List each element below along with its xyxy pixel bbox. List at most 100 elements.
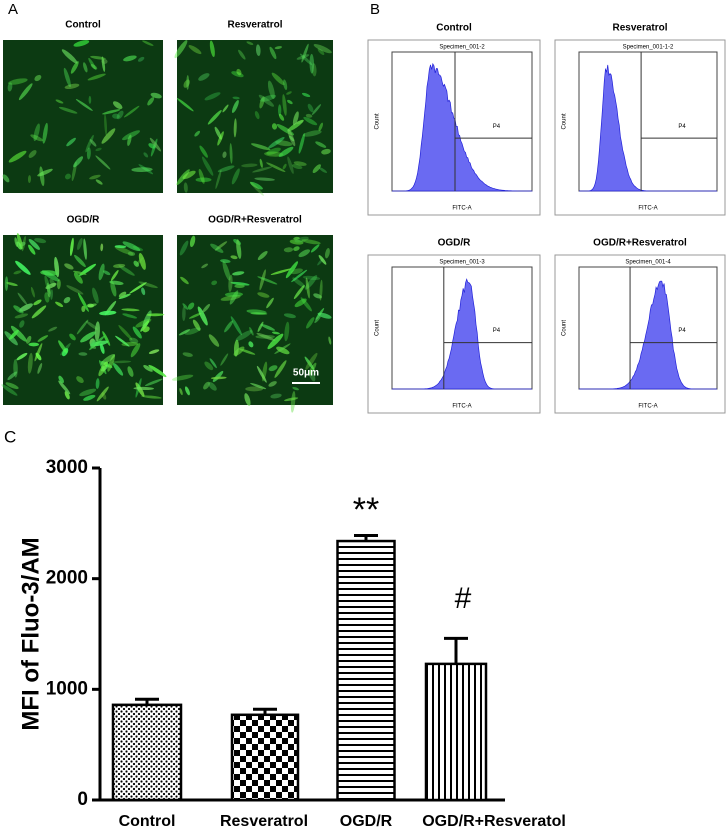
cell — [143, 365, 153, 372]
cell — [313, 44, 332, 54]
histogram — [392, 62, 533, 192]
cell — [37, 362, 43, 374]
cell — [73, 40, 90, 47]
cell — [135, 318, 152, 328]
cell — [189, 235, 196, 248]
cell — [137, 56, 145, 62]
cell — [208, 334, 220, 347]
cell — [56, 279, 61, 290]
panel-label: C — [4, 427, 16, 446]
cell — [220, 259, 231, 263]
image-title: Resveratrol — [227, 20, 282, 31]
cell — [58, 375, 64, 384]
cell — [101, 58, 108, 64]
cell — [92, 287, 99, 304]
cell — [321, 148, 331, 155]
bar — [424, 662, 488, 802]
cell — [286, 91, 292, 95]
cell — [293, 161, 307, 166]
plot-title: OGD/R — [438, 238, 472, 249]
cell — [110, 269, 119, 281]
cell — [129, 282, 147, 294]
cell — [271, 72, 285, 86]
plot-title: Resveratrol — [612, 23, 667, 34]
cell — [50, 289, 53, 300]
error-bar — [444, 636, 468, 664]
cell — [180, 276, 189, 285]
error-bar — [253, 707, 277, 715]
cell — [101, 392, 107, 400]
histogram — [392, 278, 532, 390]
cell — [315, 141, 327, 148]
cell — [150, 92, 162, 99]
cell — [171, 374, 194, 381]
cell — [83, 62, 88, 73]
cell — [112, 363, 124, 376]
micrograph — [171, 235, 333, 413]
cell — [8, 78, 28, 85]
cell — [241, 163, 258, 168]
cell — [115, 335, 130, 347]
cell — [73, 272, 83, 284]
cell — [303, 116, 318, 126]
cell — [259, 94, 277, 102]
cell — [239, 348, 256, 355]
cell — [293, 236, 300, 240]
cell — [31, 305, 47, 319]
cell — [267, 80, 275, 100]
cell — [102, 270, 111, 276]
y-tick-label: 1000 — [46, 678, 88, 699]
cell — [269, 46, 277, 60]
y-label: Count — [562, 320, 568, 336]
cell — [249, 181, 264, 196]
annotation: # — [455, 582, 472, 615]
cell — [271, 123, 278, 130]
cell — [230, 281, 250, 286]
cell — [248, 341, 254, 348]
cell — [201, 263, 209, 269]
cell — [63, 296, 71, 304]
cell — [204, 361, 214, 371]
cell — [28, 238, 40, 250]
cell — [188, 45, 202, 55]
cell — [146, 313, 165, 317]
cell — [174, 40, 188, 59]
cell — [229, 143, 233, 164]
cell — [78, 352, 88, 356]
cell — [94, 321, 100, 342]
cell — [33, 299, 42, 306]
cell — [89, 174, 101, 180]
specimen: Specimen_001-1-2 — [623, 45, 674, 51]
cell — [183, 182, 188, 193]
cell — [141, 395, 162, 399]
cell — [6, 282, 18, 287]
cell — [257, 276, 278, 285]
cell — [14, 313, 29, 319]
cell — [287, 128, 296, 147]
micrograph-bg — [177, 40, 333, 193]
cell — [41, 270, 60, 282]
cell — [257, 292, 270, 298]
cell — [111, 360, 132, 364]
cell — [142, 40, 154, 46]
cell — [325, 247, 330, 259]
cell — [252, 166, 273, 173]
cell — [278, 113, 285, 121]
cell — [199, 145, 208, 158]
cell — [129, 337, 139, 344]
cell — [35, 352, 42, 361]
cell — [214, 241, 228, 251]
cell — [48, 326, 58, 332]
cell — [179, 240, 189, 256]
cell — [182, 305, 186, 321]
cell — [88, 95, 92, 104]
image-title: OGD/R — [67, 215, 101, 226]
cell — [307, 103, 314, 113]
cell — [30, 134, 44, 142]
cell — [100, 243, 104, 252]
cell — [132, 246, 144, 251]
cell — [65, 173, 71, 180]
cell — [122, 241, 141, 252]
cell — [89, 139, 97, 147]
cell — [34, 74, 42, 82]
